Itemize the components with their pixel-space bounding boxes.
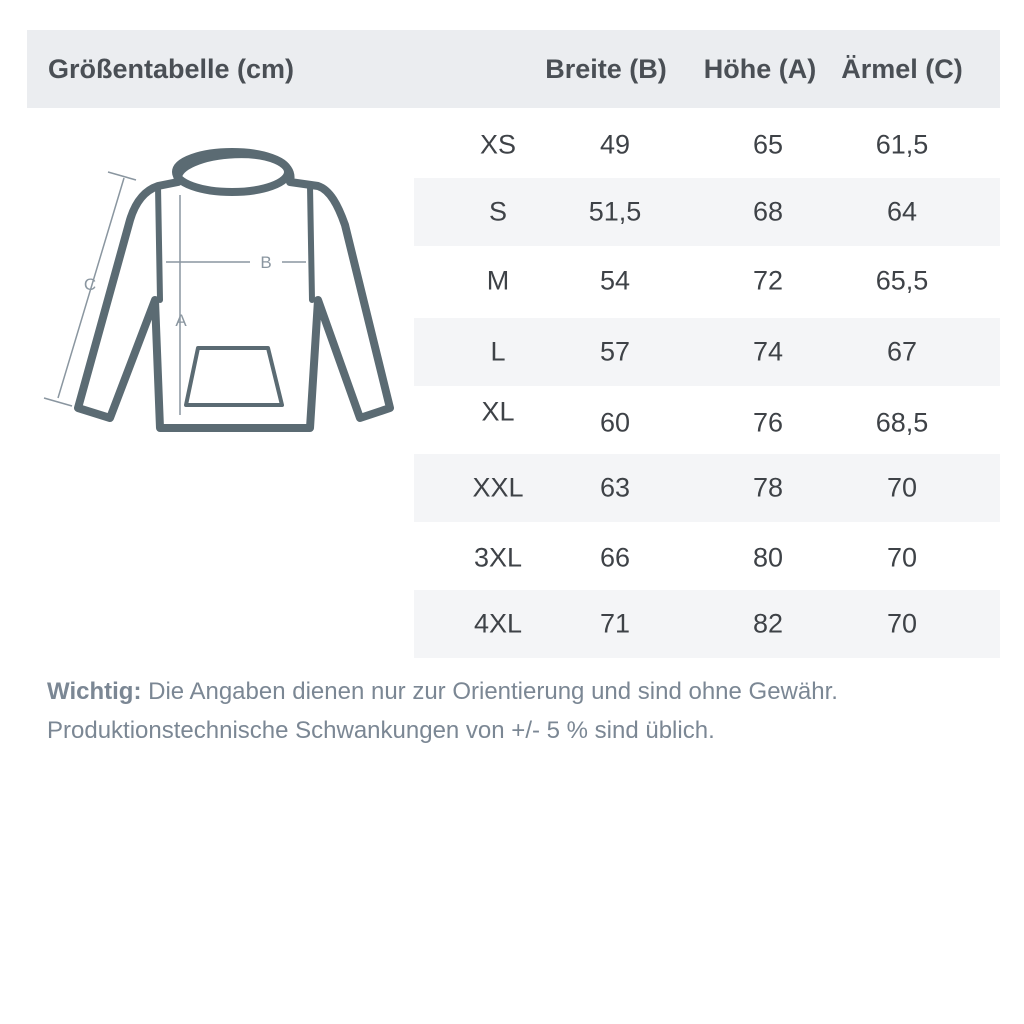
value-cell: 65,5 [875,265,929,296]
value-cell: 51,5 [588,196,642,227]
note-label: Wichtig: [47,678,142,705]
value-cell: 66 [599,542,631,573]
value-cell: 71 [599,608,631,639]
value-cell: 68 [752,196,784,227]
size-cell: XS [479,129,517,160]
value-cell: 64 [886,196,918,227]
size-cell: 4XL [473,608,523,639]
label-a: A [175,311,187,330]
value-cell: 82 [752,608,784,639]
value-cell: 70 [886,542,918,573]
value-cell: 70 [886,472,918,503]
row-stripe [414,178,1000,246]
value-cell: 60 [599,407,631,438]
row-stripe [414,454,1000,522]
value-cell: 61,5 [875,129,929,160]
label-b: B [260,253,271,272]
value-cell: 63 [599,472,631,503]
value-cell: 70 [886,608,918,639]
row-stripe [414,590,1000,658]
value-cell: 65 [752,129,784,160]
column-header: Breite (B) [545,54,667,84]
size-cell: XL [481,396,515,427]
size-cell: L [490,336,506,367]
label-c: C [84,275,96,294]
value-cell: 68,5 [875,407,929,438]
header-band [27,30,1000,108]
row-stripe [414,318,1000,386]
size-cell: XXL [472,472,524,503]
value-cell: 80 [752,542,784,573]
size-cell: 3XL [473,542,523,573]
column-header: Ärmel (C) [841,54,963,84]
value-cell: 49 [599,129,631,160]
value-cell: 76 [752,407,784,438]
title: Größentabelle (cm) [48,54,295,84]
note-text: Die Angaben dienen nur zur Orientierung … [148,678,838,705]
value-cell: 72 [752,265,784,296]
value-cell: 74 [752,336,784,367]
note-line: Produktionstechnische Schwankungen von +… [47,717,715,744]
note-line: Wichtig: Die Angaben dienen nur zur Orie… [47,678,838,706]
column-header: Höhe (A) [703,54,817,84]
value-cell: 78 [752,472,784,503]
value-cell: 67 [886,336,918,367]
size-cell: S [488,196,508,227]
hoodie-diagram: A B C [43,148,394,432]
value-cell: 54 [599,265,631,296]
value-cell: 57 [599,336,631,367]
size-cell: M [486,265,510,296]
